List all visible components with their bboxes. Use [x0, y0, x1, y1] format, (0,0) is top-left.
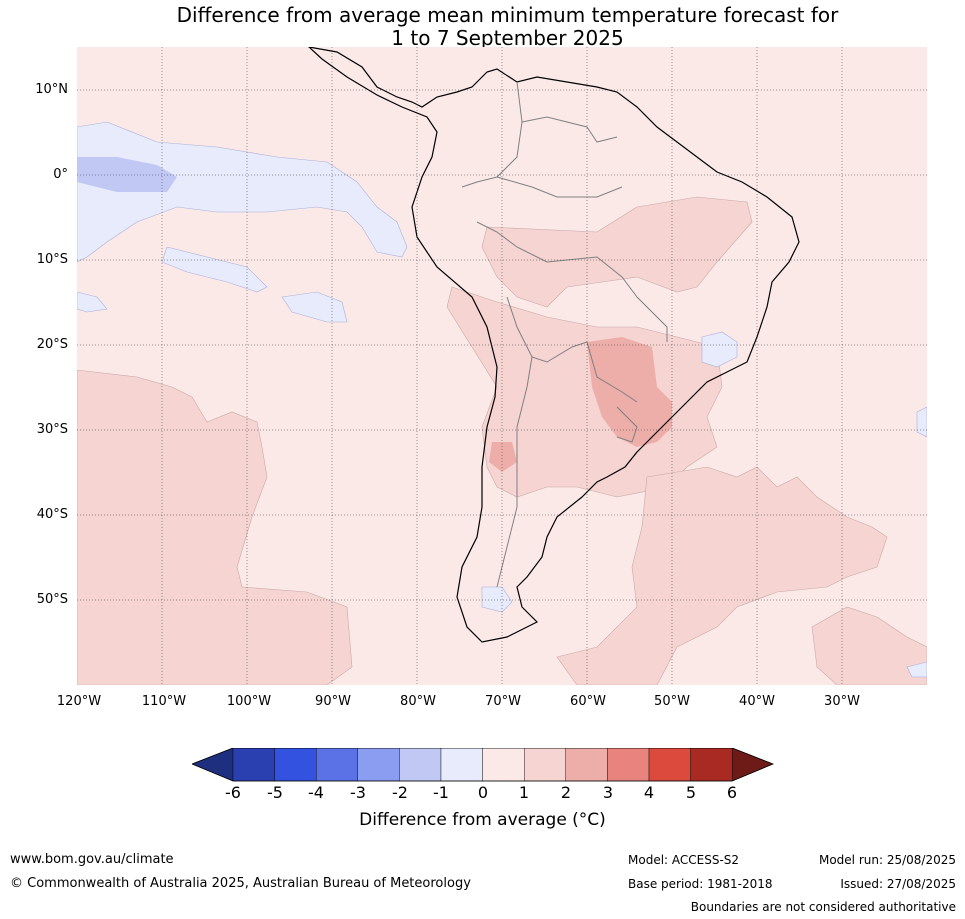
colorbar-tick: -6 [225, 783, 241, 802]
colorbar-seg-2 [274, 748, 317, 782]
anomaly-1-to-2 [77, 196, 927, 685]
base-period-text: Base period: 1981-2018 [628, 877, 773, 891]
colorbar-tick: -5 [267, 783, 283, 802]
colorbar-seg-9 [565, 748, 608, 782]
colorbar-seg-7 [482, 748, 525, 782]
colorbar-seg-4 [357, 748, 400, 782]
country-borders [461, 81, 668, 588]
colorbar-tick: 4 [643, 783, 655, 802]
colorbar-tick: 1 [518, 783, 530, 802]
colorbar-seg-11 [648, 748, 691, 782]
colorbar-seg-1 [232, 748, 275, 782]
colorbar-tick: 5 [685, 783, 697, 802]
anomaly-2-to-3 [489, 337, 672, 472]
lon-label-60w: 60°W [570, 694, 606, 709]
lat-label-0: 0° [53, 167, 68, 182]
lon-label-100w: 100°W [226, 694, 272, 709]
colorbar-seg-6 [440, 748, 483, 782]
lon-label-90w: 90°W [315, 694, 351, 709]
colorbar-tick: -3 [350, 783, 366, 802]
title-line-2: 1 to 7 September 2025 [391, 26, 624, 50]
lon-label-120w: 120°W [56, 694, 102, 709]
lat-label-20s: 20°S [36, 337, 68, 352]
lat-label-30s: 30°S [36, 422, 68, 437]
lat-label-10s: 10°S [36, 252, 68, 267]
anomaly-map [77, 47, 927, 685]
colorbar-tick: 2 [560, 783, 572, 802]
model-run-text: Model run: 25/08/2025 [818, 853, 956, 867]
colorbar-tick: 0 [477, 783, 489, 802]
colorbar-tick: -1 [433, 783, 449, 802]
lon-label-50w: 50°W [654, 694, 690, 709]
colorbar [192, 748, 774, 782]
colorbar-seg-0 [192, 748, 234, 782]
lon-label-40w: 40°W [739, 694, 775, 709]
lon-label-110w: 110°W [141, 694, 187, 709]
colorbar-tick: -2 [392, 783, 408, 802]
colorbar-tick: 3 [602, 783, 614, 802]
colorbar-seg-13 [732, 748, 774, 782]
lat-label-50s: 50°S [36, 592, 68, 607]
colorbar-tick: -4 [308, 783, 324, 802]
lat-label-40s: 40°S [36, 507, 68, 522]
colorbar-seg-8 [524, 748, 567, 782]
lon-label-70w: 70°W [485, 694, 521, 709]
colorbar-label: Difference from average (°C) [359, 810, 606, 830]
colorbar-seg-3 [315, 748, 358, 782]
colorbar-seg-5 [399, 748, 442, 782]
colorbar-seg-12 [690, 748, 733, 782]
lon-label-30w: 30°W [824, 694, 860, 709]
title-line-1: Difference from average mean minimum tem… [176, 3, 839, 27]
issued-text: Issued: 27/08/2025 [840, 877, 956, 891]
model-text: Model: ACCESS-S2 [628, 853, 740, 867]
anomaly-minus2-to-minus1 [77, 157, 177, 192]
copyright-text: © Commonwealth of Australia 2025, Austra… [10, 876, 471, 891]
website-link[interactable]: www.bom.gov.au/climate [10, 852, 174, 867]
anomaly-minus1-to-0 [77, 121, 927, 678]
colorbar-seg-10 [607, 748, 650, 782]
disclaimer-text: Boundaries are not considered authoritat… [690, 900, 956, 914]
lat-label-10n: 10°N [35, 82, 68, 97]
graticule [77, 47, 927, 685]
map-title: Difference from average mean minimum tem… [0, 4, 965, 50]
lon-label-80w: 80°W [400, 694, 436, 709]
colorbar-tick: 6 [726, 783, 738, 802]
